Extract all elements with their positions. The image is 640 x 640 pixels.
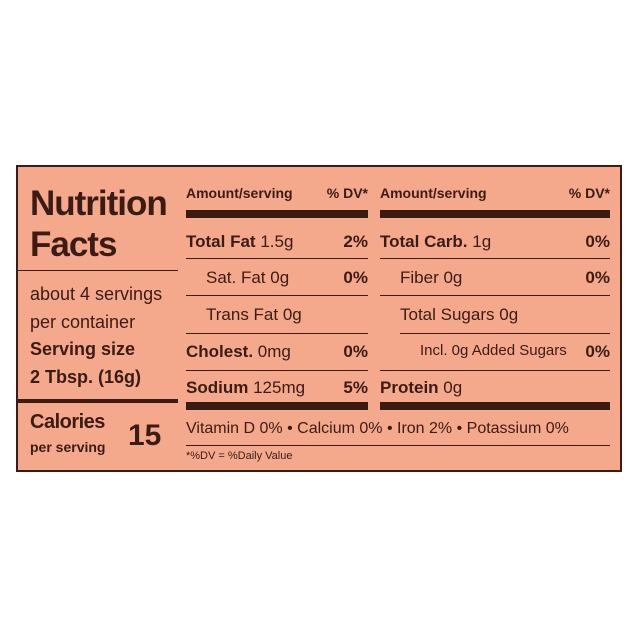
nutrient-amount: 125mg: [253, 378, 306, 397]
row: Total Carb. 1g 0%: [380, 233, 610, 250]
calories-sublabel: per serving: [30, 439, 106, 455]
thick-bar: [380, 402, 610, 410]
vitamin: Calcium 0%: [297, 420, 383, 437]
divider: [380, 258, 610, 259]
row: Total Sugars 0g: [380, 306, 610, 323]
nutrient-name: Total Sugars: [400, 305, 495, 324]
divider: [400, 333, 610, 334]
nutrient-amount: 0mg: [257, 342, 291, 361]
nutrient-name: Total Fat: [186, 232, 256, 251]
row: Total Fat 1.5g 2%: [186, 233, 368, 250]
title-text: Nutrition Facts: [30, 184, 168, 264]
thick-bar: [380, 210, 610, 218]
nutrient-amount: 0g: [499, 305, 519, 324]
divider: [380, 295, 610, 296]
row: Protein 0g: [380, 379, 610, 396]
vitamin: Iron 2%: [397, 420, 453, 437]
servings: about 4 servings per container: [30, 284, 163, 332]
vitamin: Vitamin D 0%: [186, 420, 283, 437]
divider: [186, 295, 368, 296]
thick-bar: [186, 402, 368, 410]
nutrient-amount: 1g: [472, 232, 492, 251]
nutrient-dv: 5%: [343, 378, 368, 397]
vitamins: Vitamin D 0% • Calcium 0% • Iron 2% • Po…: [186, 420, 569, 437]
nutrient-dv: 2%: [343, 232, 368, 251]
calories-value: 15: [128, 419, 162, 452]
footnote: *%DV = %Daily Value: [186, 450, 293, 462]
divider: [186, 370, 368, 371]
nutrient-dv: 0%: [585, 268, 610, 287]
header-dv: % DV*: [326, 185, 368, 201]
nutrient-name: Trans Fat: [206, 305, 279, 324]
divider: [186, 258, 368, 259]
nutrient-name: Incl. 0g Added Sugars: [420, 342, 567, 359]
nutrient-amount: 0g: [282, 305, 302, 324]
nutrient-amount: 0g: [443, 378, 463, 397]
nutrient-name: Fiber: [400, 268, 439, 287]
divider: [18, 270, 178, 271]
divider: [380, 370, 610, 371]
nutrient-name: Protein: [380, 378, 439, 397]
nutrient-name: Cholest.: [186, 342, 254, 361]
nutrient-name: Total Carb.: [380, 232, 468, 251]
thick-bar: [186, 210, 368, 218]
row: Sodium 125mg 5%: [186, 379, 368, 396]
row: Trans Fat 0g: [186, 306, 368, 323]
nutrient-amount: 1.5g: [260, 232, 294, 251]
nutrient-name: Sodium: [186, 378, 249, 397]
divider: [186, 445, 610, 446]
divider: [18, 399, 178, 403]
row: Cholest. 0mg 0%: [186, 343, 368, 360]
row: Sat. Fat 0g 0%: [186, 269, 368, 286]
header-dv: % DV*: [568, 185, 610, 201]
calories-label: Calories: [30, 411, 105, 433]
nutrient-dv: 0%: [585, 232, 610, 251]
serving-size-label: Serving size: [30, 339, 136, 359]
nutrient-dv: 0%: [585, 342, 610, 361]
row: Fiber 0g 0%: [380, 269, 610, 286]
nutrition-label: Nutrition Facts about 4 servings per con…: [16, 165, 622, 472]
serving-size-value: 2 Tbsp. (16g): [30, 367, 142, 387]
nutrient-dv: 0%: [343, 268, 368, 287]
nutrient-amount: 0g: [270, 268, 290, 287]
nutrient-dv: 0%: [343, 342, 368, 361]
row: Incl. 0g Added Sugars 0%: [380, 342, 610, 361]
nutrient-amount: 0g: [443, 268, 463, 287]
vitamin: Potassium 0%: [466, 420, 569, 437]
header-amount: Amount/serving: [186, 185, 293, 201]
header-amount: Amount/serving: [380, 185, 487, 201]
nutrient-name: Sat. Fat: [206, 268, 266, 287]
title: Nutrition Facts: [30, 183, 180, 265]
divider: [186, 333, 368, 334]
